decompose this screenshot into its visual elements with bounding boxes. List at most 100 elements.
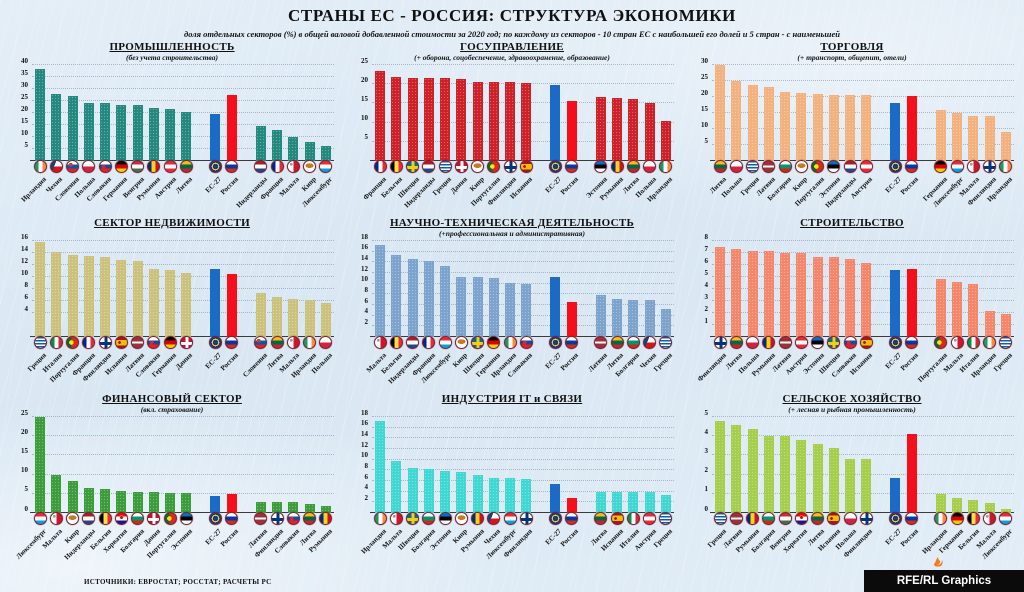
gridline: [712, 454, 1014, 456]
bar: [780, 92, 791, 161]
chart-7: ФИНАНСОВЫЙ СЕКТОР (вкл. страхование) 0 5 10 1…: [6, 393, 338, 569]
bar: [375, 420, 386, 513]
bar: [132, 261, 143, 337]
bar-eu: [210, 269, 221, 337]
flag-greece-icon: [33, 336, 47, 349]
flag-cyprus-icon: [454, 336, 468, 349]
bar: [935, 279, 946, 337]
bar: [505, 478, 515, 513]
bar: [116, 491, 127, 513]
chart-subtitle: [686, 229, 1018, 238]
gridline: [372, 250, 674, 252]
bar: [35, 241, 46, 337]
gridline: [32, 473, 334, 475]
flag-france-icon: [82, 336, 96, 349]
flag-lithuania-icon: [811, 512, 825, 525]
bar: [272, 297, 283, 337]
flag-luxembourg-icon: [950, 160, 964, 173]
bar: [255, 126, 266, 161]
bar: [828, 95, 839, 161]
bar: [304, 503, 315, 513]
flag-germany-icon: [163, 336, 177, 349]
y-tick-label: 15: [701, 104, 708, 113]
bar: [861, 262, 872, 337]
flag-finland-icon: [98, 336, 112, 349]
bar: [828, 256, 839, 337]
bar: [391, 460, 402, 513]
flag-lithuania-icon: [594, 512, 608, 525]
flag-belgium-icon: [389, 336, 403, 349]
bar: [83, 256, 94, 337]
flag-russia-icon: [905, 512, 919, 525]
flag-hungary-icon: [131, 160, 145, 173]
chart-title: ФИНАНСОВЫЙ СЕКТОР: [102, 393, 242, 405]
flag-netherlands-icon: [254, 160, 268, 173]
bar: [796, 92, 807, 161]
bar: [747, 84, 758, 161]
y-tick-label: 14: [361, 429, 368, 438]
y-tick-label: 35: [21, 68, 28, 77]
gridline: [372, 426, 674, 428]
flag-belgium-icon: [98, 512, 112, 525]
bar: [796, 253, 807, 337]
y-tick-label: 4: [24, 304, 29, 313]
bar: [456, 78, 467, 161]
y-tick-label: 10: [21, 128, 28, 137]
y-tick-label: 6: [24, 292, 29, 301]
bar-russia: [566, 302, 577, 337]
y-tick-label: 20: [361, 75, 368, 84]
y-tick-label: 1: [704, 485, 709, 494]
gridline: [32, 454, 334, 456]
bar: [612, 492, 623, 513]
bar-eu: [550, 277, 561, 337]
chart-subtitle: (+профессиональная и административная): [439, 229, 585, 238]
gridline: [712, 240, 1014, 241]
bar: [456, 276, 467, 337]
bar: [440, 470, 451, 513]
chart-subtitle: (+ транспорт, общепит, отели): [797, 53, 907, 62]
flag-lithuania-icon: [270, 336, 284, 349]
bar: [521, 283, 532, 337]
bar: [67, 255, 78, 337]
bar: [488, 81, 499, 161]
flag-eu-icon: [548, 512, 562, 525]
chart-title: СТРОИТЕЛЬСТВО: [800, 217, 904, 229]
gridline: [32, 435, 334, 437]
flag-czechia-icon: [487, 512, 501, 525]
bar-russia: [226, 94, 237, 161]
flag-belgium-icon: [966, 512, 980, 525]
y-tick-label: 10: [361, 114, 368, 123]
bar-eu: [550, 85, 561, 161]
bar: [984, 116, 995, 161]
y-tick-label: 40: [21, 56, 28, 65]
flag-ireland-icon: [33, 160, 47, 173]
flag-estonia-icon: [827, 160, 841, 173]
gridline: [372, 64, 674, 65]
bar: [505, 282, 515, 337]
flag-bulgaria-icon: [422, 512, 436, 525]
bar: [391, 76, 402, 161]
flag-croatia-icon: [114, 512, 128, 525]
bar: [828, 447, 839, 513]
y-tick-label: 16: [361, 243, 368, 252]
chart-subtitle: [6, 229, 338, 238]
gridline: [372, 240, 674, 241]
bar: [67, 95, 78, 161]
bar: [320, 146, 331, 161]
bar: [763, 436, 774, 513]
y-tick-label: 2: [704, 304, 709, 313]
bar: [660, 308, 671, 337]
bar: [780, 253, 791, 337]
flag-ireland-icon: [999, 160, 1013, 173]
credit-label: RFE/RL Graphics: [896, 575, 992, 587]
flag-germany-icon: [934, 160, 948, 173]
bar: [715, 65, 726, 161]
flag-portugal-icon: [934, 336, 948, 349]
bar: [51, 475, 62, 513]
bar: [628, 299, 639, 337]
plot-area: 2 4 6 8 10 12 14 16 18 Ирландия Мальта Швеция Болгар…: [360, 409, 674, 561]
flag-netherlands-icon: [406, 336, 420, 349]
flag-austria-icon: [794, 336, 808, 349]
y-tick-label: 10: [701, 120, 708, 129]
flag-spain-icon: [859, 336, 873, 349]
